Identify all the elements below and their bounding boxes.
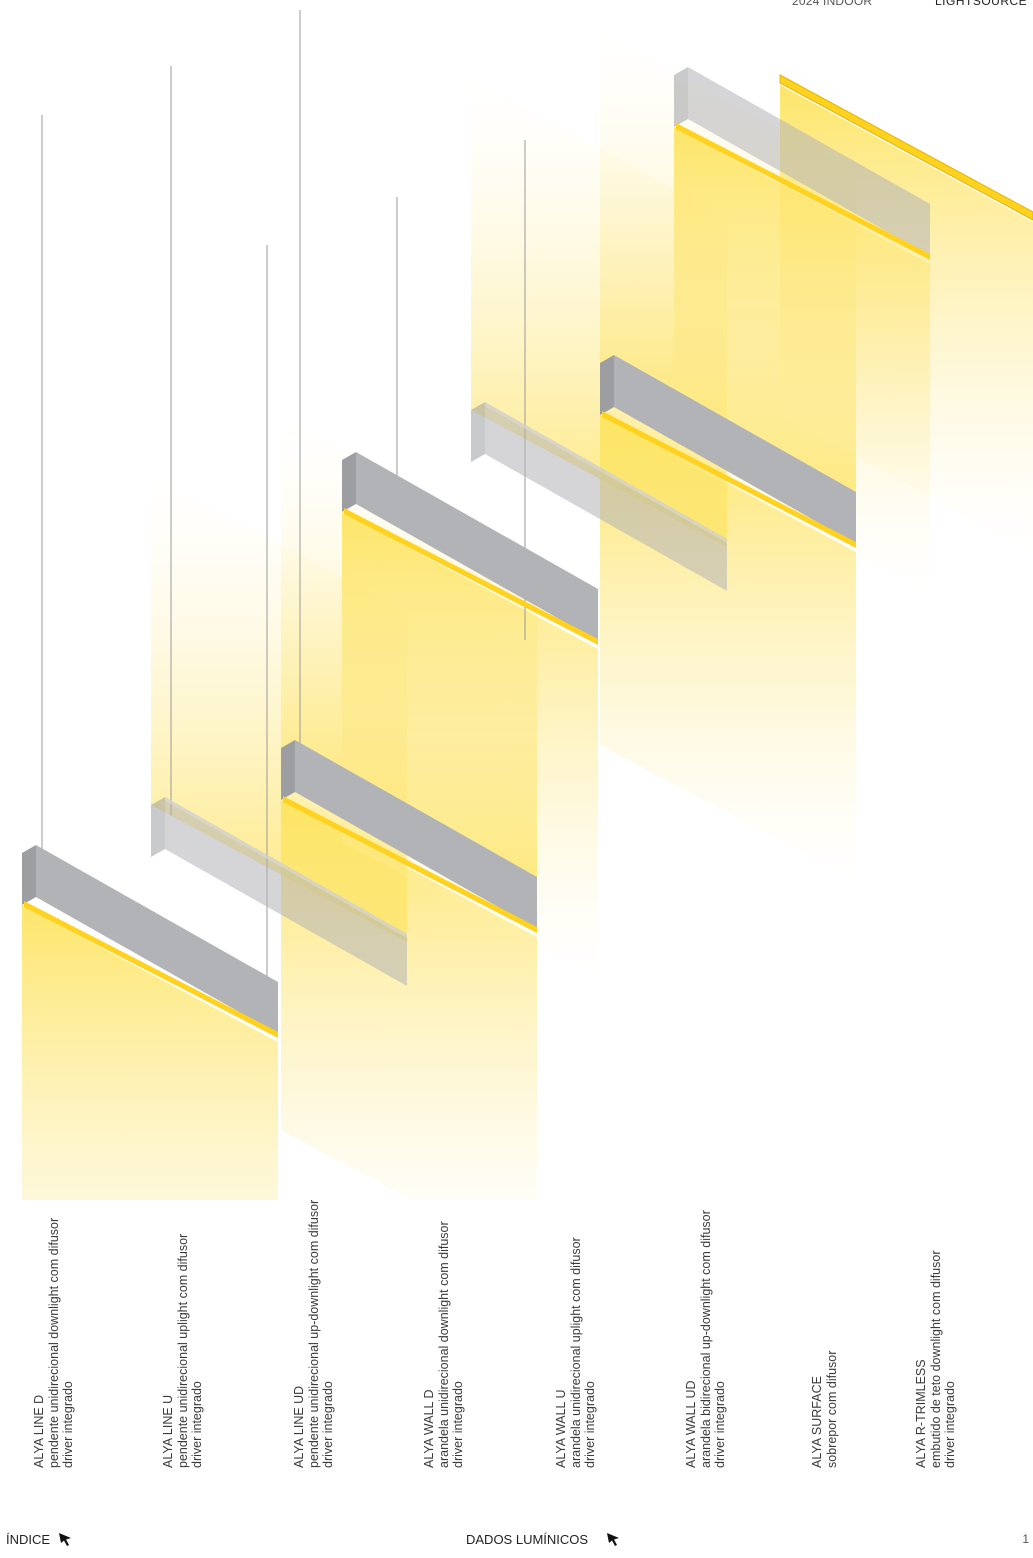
- product-label: ALYA SURFACE sobrepor com difusor: [810, 1048, 890, 1468]
- product-label: ALYA R-TRIMLESS embutido de teto downligh…: [914, 1048, 994, 1469]
- product-driver: driver integrado: [61, 1381, 75, 1468]
- product-desc: pendente unidirecional up-downlight com …: [306, 1199, 321, 1468]
- luminaire-end-cap: [22, 845, 36, 905]
- luminaire-body: [295, 740, 537, 929]
- product-desc: embutido de teto downlight com difusor: [928, 1250, 943, 1469]
- product-desc: pendente unidirecional uplight com difus…: [175, 1233, 190, 1468]
- product-name: ALYA R-TRIMLESS: [914, 1359, 928, 1468]
- index-label: ÍNDICE: [6, 1531, 51, 1547]
- luminaire-body: [356, 452, 598, 641]
- luminaire-end-cap: [342, 452, 356, 512]
- header-year: 2024 INDOOR: [792, 0, 873, 8]
- luminaire-end-cap: [281, 740, 295, 800]
- product-driver: driver integrado: [583, 1381, 597, 1468]
- product-illustration: [22, 10, 1033, 1200]
- light-glow: [22, 905, 278, 1200]
- product-desc: arandela bidirecional up-downlight com d…: [698, 1210, 713, 1468]
- product-name: ALYA LINE U: [161, 1394, 175, 1468]
- product-name: ALYA LINE UD: [292, 1385, 306, 1468]
- luminaire-diffuser: [344, 508, 598, 645]
- product-name: ALYA WALL UD: [684, 1380, 698, 1468]
- product-driver: driver integrado: [190, 1381, 204, 1468]
- product-name: ALYA SURFACE: [810, 1376, 824, 1468]
- luminaire-diffuser: [676, 123, 930, 260]
- product-driver: driver integrado: [713, 1381, 727, 1468]
- page-number: 1: [1022, 1532, 1029, 1546]
- luminaire-diffuser: [779, 74, 1033, 221]
- header-brand: LIGHTSOURCE: [935, 0, 1028, 8]
- product-label: ALYA WALL UD arandela bidirecional up-dow…: [684, 1048, 764, 1468]
- product-desc: arandela unidirecional downlight com dif…: [436, 1221, 451, 1468]
- luminaire-body: [614, 355, 856, 544]
- luminaire-body: [485, 402, 727, 591]
- product-name: ALYA LINE D: [32, 1394, 46, 1468]
- product-name: ALYA WALL U: [554, 1389, 568, 1468]
- luminaire-end-cap: [151, 797, 165, 857]
- luminaire-end-cap: [471, 402, 485, 462]
- product-driver: driver integrado: [321, 1381, 335, 1468]
- luminaire-diffuser: [24, 901, 278, 1038]
- cursor-arrow-icon: [607, 1533, 620, 1546]
- product-desc: arandela unidirecional uplight com difus…: [568, 1237, 583, 1468]
- luminaire-top-edge: [165, 797, 407, 938]
- luminaire-top-edge: [485, 402, 727, 543]
- luminaire-diffuser: [602, 411, 856, 548]
- luminaire-end-cap: [600, 355, 614, 415]
- product-driver: driver integrado: [943, 1381, 957, 1468]
- luminaire-body: [36, 845, 278, 1034]
- product-driver: driver integrado: [451, 1381, 465, 1468]
- luminaire-end-cap: [674, 67, 688, 127]
- index-link[interactable]: ÍNDICE: [6, 1530, 74, 1548]
- photometric-data-link[interactable]: DADOS LUMÍNICOS: [466, 1530, 622, 1548]
- luminaire-diffuser: [283, 796, 537, 933]
- product-desc: sobrepor com difusor: [824, 1350, 839, 1468]
- product-name: ALYA WALL D: [422, 1389, 436, 1468]
- luminaire-body: [688, 67, 930, 256]
- product-desc: pendente unidirecional downlight com dif…: [46, 1217, 61, 1468]
- cursor-arrow-icon: [59, 1533, 72, 1546]
- photometric-label: DADOS LUMÍNICOS: [466, 1531, 589, 1547]
- product-label: ALYA LINE UD pendente unidirecional up-do…: [292, 1048, 372, 1468]
- luminaire-body: [165, 797, 407, 986]
